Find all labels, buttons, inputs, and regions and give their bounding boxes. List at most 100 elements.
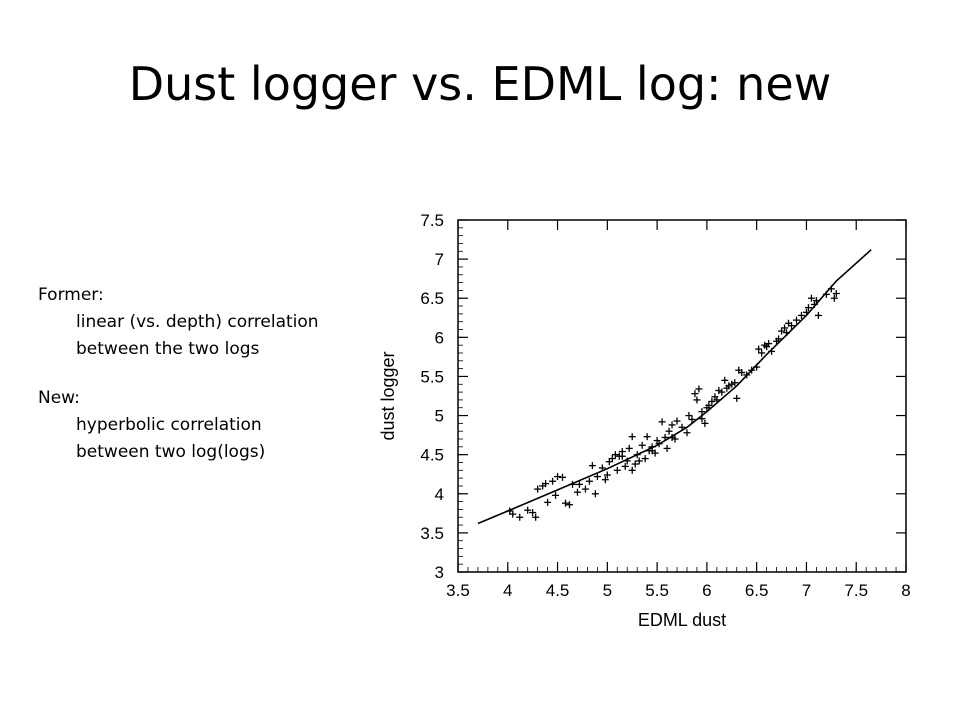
x-axis-label: EDML dust (638, 610, 726, 630)
data-point (718, 388, 726, 396)
data-point (788, 322, 796, 330)
data-point (562, 499, 570, 507)
data-point (623, 457, 631, 465)
data-point (588, 462, 596, 470)
data-point (506, 507, 514, 515)
data-point (663, 444, 671, 452)
x-tick-label: 6.5 (745, 581, 769, 600)
data-point (598, 464, 606, 472)
data-point (668, 421, 676, 429)
scatter-chart: 3.5 4 4.5 5 5.5 6 6.5 7 7.5 833.544.555.566.577.5… (378, 211, 911, 630)
data-point (792, 316, 800, 324)
former-line-2: between the two logs (76, 339, 260, 359)
data-point (738, 369, 746, 377)
data-point (534, 485, 542, 493)
data-point (661, 433, 669, 441)
data-point (721, 376, 729, 384)
new-line-2: between two log(logs) (76, 442, 266, 462)
data-point (603, 471, 611, 479)
data-point (688, 415, 696, 423)
data-point (698, 415, 706, 423)
data-point (691, 390, 699, 398)
data-point (728, 380, 736, 388)
data-point (625, 444, 633, 452)
data-point (783, 329, 791, 337)
data-point (810, 300, 818, 308)
data-point (628, 466, 636, 474)
data-point (715, 387, 723, 395)
y-tick-label: 5.5 (420, 367, 444, 386)
data-point (591, 490, 599, 498)
fit-curve (477, 249, 872, 525)
data-point (665, 427, 673, 435)
y-tick-label: 4 (435, 485, 444, 504)
data-point (778, 327, 786, 335)
plot-frame (457, 219, 907, 573)
x-tick-label: 5 (603, 581, 612, 600)
x-tick-label: 5.5 (645, 581, 669, 600)
data-point (832, 290, 840, 298)
data-point (631, 460, 639, 468)
y-tick-label: 7.5 (420, 211, 444, 230)
data-point (797, 311, 805, 319)
data-point (605, 458, 613, 466)
data-point (804, 304, 812, 312)
data-point (648, 447, 656, 455)
data-point (758, 349, 766, 357)
notes-spacer (38, 363, 378, 385)
y-tick-label: 7 (435, 250, 444, 269)
data-point (802, 308, 810, 316)
slide-title: Dust logger vs. EDML log: new (128, 57, 832, 111)
data-point (568, 480, 576, 488)
data-point (635, 457, 643, 465)
data-point (685, 412, 693, 420)
data-point (698, 408, 706, 416)
x-tick-label: 8 (901, 581, 910, 600)
y-tick-label: 6.5 (420, 289, 444, 308)
data-point (613, 466, 621, 474)
x-tick-label: 4 (503, 581, 512, 600)
data-points (506, 285, 840, 521)
notes-panel: Former: linear (vs. depth) correlation b… (38, 282, 378, 466)
data-point (658, 418, 666, 426)
data-point (768, 347, 776, 355)
data-point (585, 477, 593, 485)
data-point (566, 501, 574, 509)
data-point (743, 371, 751, 379)
data-point (633, 451, 641, 459)
y-tick-label: 5 (435, 407, 444, 426)
x-tick-label: 7.5 (844, 581, 868, 600)
data-point (812, 297, 820, 305)
y-tick-label: 3.5 (420, 524, 444, 543)
data-point (775, 335, 783, 343)
data-point (601, 476, 609, 484)
data-point (755, 345, 763, 353)
y-axis-label: dust logger (378, 351, 398, 440)
data-point (827, 285, 835, 293)
data-point (641, 455, 649, 463)
data-point (673, 417, 681, 425)
data-point (765, 340, 773, 348)
data-point (542, 480, 550, 488)
data-point (549, 477, 557, 485)
x-tick-label: 7 (802, 581, 811, 600)
data-point (708, 397, 716, 405)
axis-tick-labels: 3.5 4 4.5 5 5.5 6 6.5 7 7.5 833.544.555.566.577.5 (420, 211, 910, 600)
data-point (575, 480, 583, 488)
new-line-1: hyperbolic correlation (76, 415, 262, 435)
former-line-1: linear (vs. depth) correlation (76, 312, 319, 332)
data-point (781, 324, 789, 332)
data-point (559, 473, 567, 481)
data-point (822, 290, 830, 298)
data-point (552, 491, 560, 499)
data-point (748, 366, 756, 374)
data-point (705, 401, 713, 409)
data-point (655, 440, 663, 448)
data-point (581, 485, 589, 493)
new-heading: New: (38, 388, 80, 408)
data-point (807, 294, 815, 302)
data-point (668, 433, 676, 441)
axis-ticks (457, 219, 907, 573)
data-point (529, 509, 537, 517)
data-point (628, 433, 636, 441)
